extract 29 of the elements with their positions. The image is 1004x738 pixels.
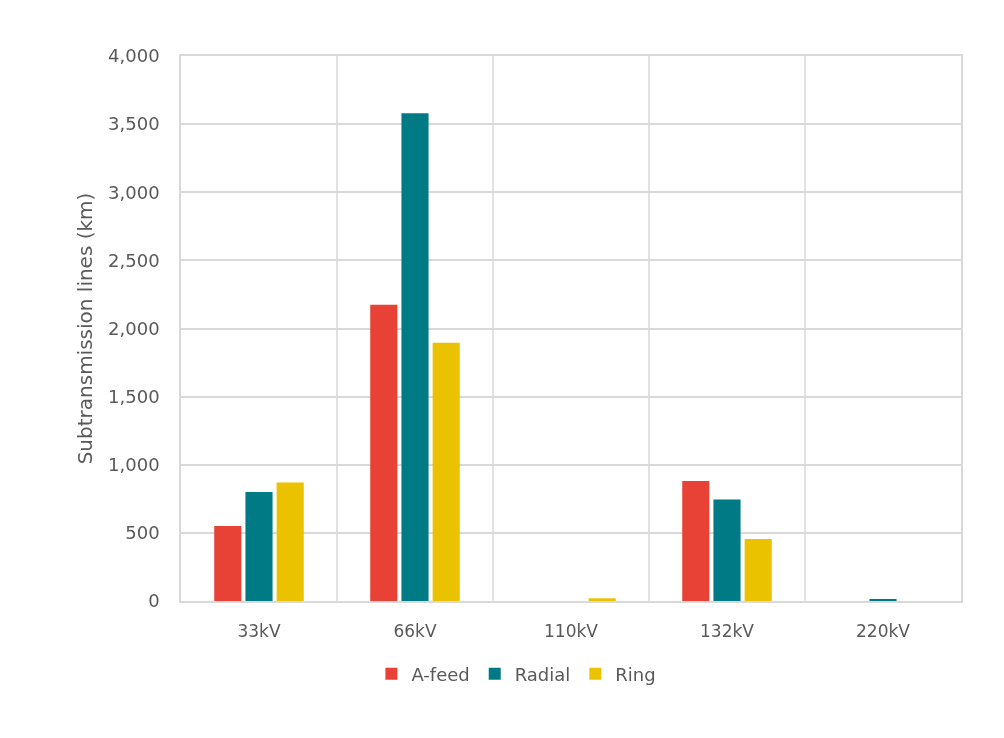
- bar: [682, 481, 710, 601]
- bar: [214, 526, 242, 601]
- bar: [401, 113, 429, 601]
- y-axis-title: Subtransmission lines (km): [73, 192, 98, 465]
- x-tick-label: 33kV: [237, 621, 281, 642]
- legend-label: A-feed: [411, 663, 470, 685]
- y-tick-label: 500: [125, 522, 160, 544]
- x-tick-label: 110kV: [544, 621, 599, 642]
- bar: [276, 482, 304, 601]
- bar: [713, 499, 741, 601]
- legend-label: Radial: [514, 663, 571, 685]
- bar: [432, 342, 460, 601]
- x-tick-label: 66kV: [393, 621, 437, 642]
- y-tick-label: 2,000: [108, 317, 160, 339]
- bar: [869, 598, 897, 601]
- y-tick-label: 4,000: [108, 45, 160, 67]
- y-tick-label: 1,500: [108, 385, 160, 407]
- y-tick-label: 3,500: [108, 113, 160, 135]
- bar: [588, 598, 616, 601]
- x-tick-label: 220kV: [856, 621, 911, 642]
- y-tick-label: 1,000: [108, 454, 160, 476]
- x-tick-label: 132kV: [700, 621, 755, 642]
- bar: [370, 304, 398, 601]
- bar: [245, 492, 273, 601]
- legend-label: Ring: [615, 663, 656, 685]
- y-tick-label: 2,500: [108, 249, 160, 271]
- y-tick-label: 0: [148, 590, 160, 612]
- y-tick-label: 3,000: [108, 181, 160, 203]
- bar: [744, 539, 772, 601]
